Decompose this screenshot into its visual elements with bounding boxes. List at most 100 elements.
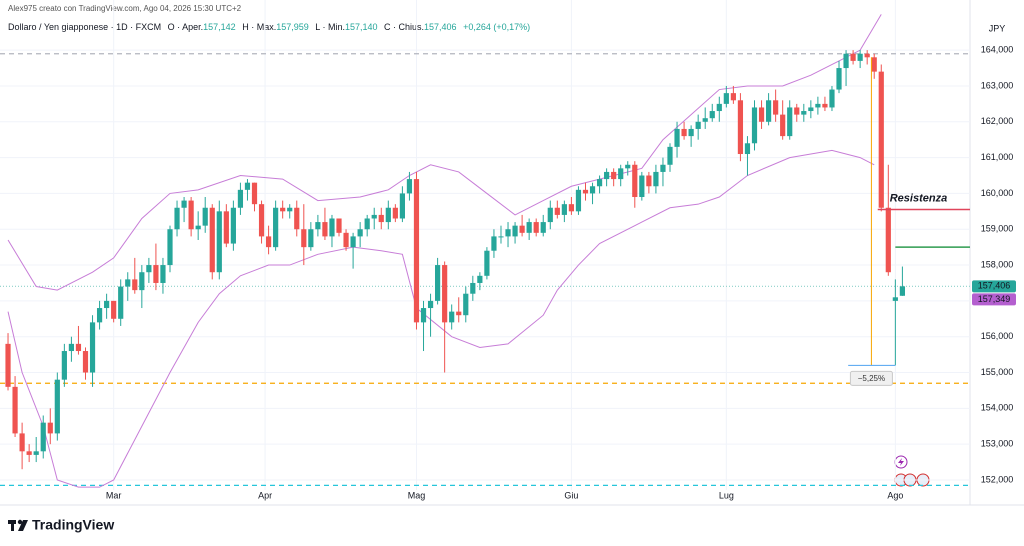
candle-body <box>364 218 370 230</box>
candle-body <box>836 68 842 90</box>
candle-body <box>174 207 180 230</box>
candle-body <box>244 182 251 190</box>
candle-body <box>385 207 391 223</box>
measure-label: −5,25% <box>858 374 885 383</box>
candle-body <box>61 351 67 380</box>
price-label: 157,406 <box>978 281 1011 291</box>
candle-body <box>308 229 314 248</box>
candle-body <box>618 168 624 180</box>
candle-body <box>477 275 483 283</box>
y-tick-label: 161,000 <box>981 152 1014 162</box>
candle-body <box>258 204 265 237</box>
x-tick-label: Ago <box>887 490 903 500</box>
legend-low-value: 157,140 <box>345 22 378 32</box>
candle-body <box>406 179 413 194</box>
candle-body <box>491 236 497 251</box>
candle-body <box>209 207 215 273</box>
y-tick-label: 158,000 <box>981 259 1014 269</box>
candle-body <box>89 322 96 373</box>
candle-body <box>96 308 103 323</box>
x-tick-label: Giu <box>564 490 578 500</box>
candle-body <box>195 225 201 230</box>
candle-body <box>40 422 46 452</box>
candle-body <box>449 311 455 323</box>
candle-body <box>498 236 504 238</box>
candle-body <box>322 222 328 237</box>
candle-body <box>561 204 567 215</box>
price-label-box <box>972 293 1016 306</box>
candle-body <box>899 286 905 296</box>
candle-body <box>773 100 779 115</box>
candle-body <box>294 207 300 230</box>
candle-body <box>265 236 272 248</box>
candle-body <box>47 422 53 434</box>
candle-body <box>146 265 152 273</box>
header: Alex975 creato con TradingView.com, Ago … <box>8 4 242 13</box>
candle-body <box>589 186 596 194</box>
y-tick-label: 152,000 <box>981 474 1014 484</box>
candle-body <box>19 433 25 452</box>
candle-body <box>667 146 673 165</box>
candle-body <box>420 308 427 323</box>
candle-body <box>12 386 18 434</box>
candle-body <box>104 300 110 309</box>
candle-body <box>75 343 82 352</box>
candle-body <box>547 207 553 223</box>
candle-body <box>442 265 448 323</box>
candle-body <box>336 218 342 233</box>
candle-body <box>843 53 849 69</box>
y-tick-label: 154,000 <box>981 403 1014 413</box>
candle-body <box>611 171 617 180</box>
y-tick-label: 163,000 <box>981 80 1014 90</box>
candle-body <box>54 379 60 434</box>
candle-body <box>758 107 765 122</box>
legend-close: C · Chius. <box>384 22 424 32</box>
candle-body <box>681 128 687 137</box>
candle-body <box>674 128 680 147</box>
candle-body <box>153 265 159 283</box>
candle-body <box>251 182 258 205</box>
candle-body <box>653 171 659 187</box>
candle-body <box>392 207 398 219</box>
candle-body <box>132 279 138 291</box>
candle-body <box>68 343 75 352</box>
candle-body <box>575 189 582 212</box>
candle-body <box>371 214 377 219</box>
candle-body <box>801 111 807 115</box>
candle-body <box>702 118 708 122</box>
candle-body <box>82 351 89 373</box>
candle-body <box>216 211 222 273</box>
candle-body <box>892 297 898 301</box>
candle-body <box>463 293 469 316</box>
candle-body <box>568 204 575 212</box>
candle-body <box>695 121 701 129</box>
candle-body <box>780 114 786 137</box>
candle-body <box>223 211 229 244</box>
candle-body <box>413 179 420 323</box>
y-tick-label: 159,000 <box>981 224 1014 234</box>
candle-body <box>660 164 666 172</box>
band-line <box>7 149 875 488</box>
candle-body <box>484 250 490 276</box>
x-tick-label: Mar <box>106 490 122 500</box>
candle-body <box>435 265 441 301</box>
candle-body <box>815 103 821 108</box>
candle-body <box>632 164 638 198</box>
candle-body <box>5 343 11 387</box>
candle-body <box>519 225 525 233</box>
measure-box <box>849 370 893 386</box>
candle-body <box>188 200 194 230</box>
candle-body <box>139 272 145 291</box>
candle-body <box>160 265 166 283</box>
event-icon <box>898 458 904 466</box>
candle-body <box>878 71 884 208</box>
legend-symbol: Dollaro / Yen giapponese · 1D · FXCM <box>8 22 161 32</box>
candle-body <box>829 89 835 108</box>
legend-high-value: 157,959 <box>276 22 309 32</box>
candle-body <box>864 53 870 58</box>
candle-body <box>857 53 863 61</box>
candle-body <box>822 103 828 108</box>
logo-mark <box>18 520 28 531</box>
price-label: 157,349 <box>978 294 1011 304</box>
